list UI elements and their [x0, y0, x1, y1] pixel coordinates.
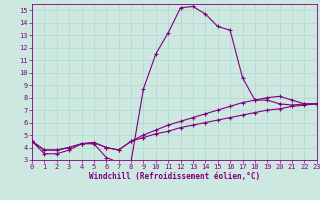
- X-axis label: Windchill (Refroidissement éolien,°C): Windchill (Refroidissement éolien,°C): [89, 172, 260, 181]
